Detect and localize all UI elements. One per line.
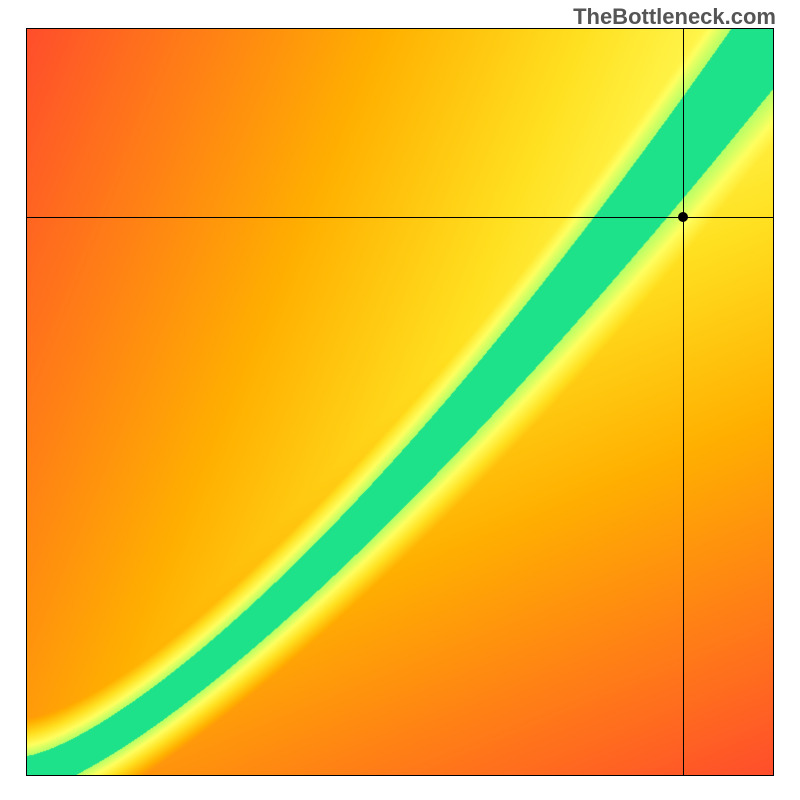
crosshair-horizontal [27, 217, 773, 218]
crosshair-vertical [683, 29, 684, 775]
watermark-label: TheBottleneck.com [573, 4, 776, 30]
crosshair-marker [678, 212, 688, 222]
heatmap-canvas [27, 29, 773, 775]
bottleneck-heatmap [26, 28, 774, 776]
